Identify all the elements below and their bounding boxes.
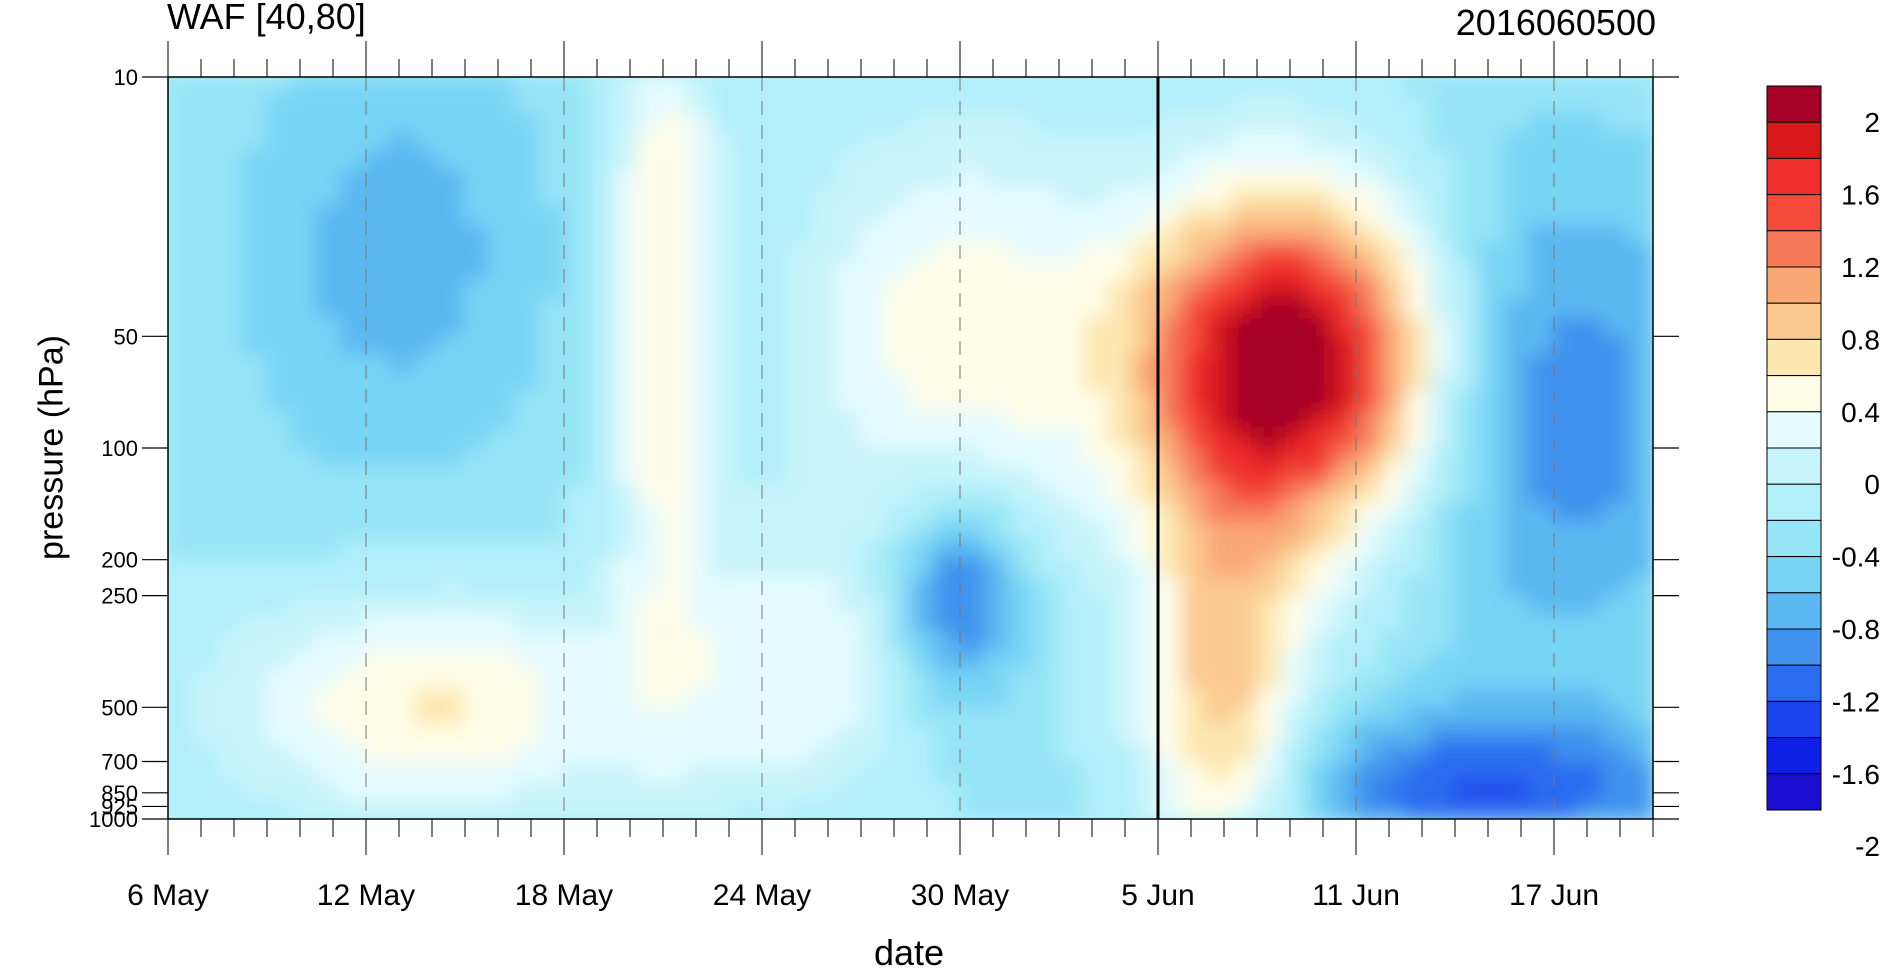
colorbar-swatch	[1766, 85, 1822, 123]
x-tick-label: 24 May	[713, 879, 811, 912]
colorbar-swatch	[1766, 411, 1822, 449]
colorbar-label: -1.2	[1832, 686, 1880, 717]
colorbar-swatch	[1766, 773, 1822, 811]
colorbar-swatch	[1766, 519, 1822, 558]
colorbar-label: 1.6	[1841, 180, 1880, 211]
chart-subtitle: 2016060500	[1455, 2, 1656, 43]
y-tick-label: 925	[101, 794, 138, 819]
colorbar-label: 0.8	[1841, 324, 1880, 355]
colorbar-label: -1.6	[1832, 759, 1880, 790]
colorbar-label: 0.4	[1841, 397, 1880, 428]
colorbar-label: 2	[1864, 107, 1880, 138]
y-tick-label: 1000	[89, 807, 138, 832]
colorbar-swatch	[1766, 664, 1822, 702]
y-tick-label: 10	[114, 65, 138, 90]
y-tick-label: 850	[101, 781, 138, 806]
colorbar-swatch	[1766, 266, 1822, 304]
colorbar-swatch	[1766, 121, 1822, 159]
x-tick-label: 6 May	[127, 879, 209, 912]
y-tick-label: 200	[101, 548, 138, 573]
y-tick-label: 500	[101, 695, 138, 720]
colorbar: 2 1.6 1.2 0.8 0.4 0 -0.4 -0.8 -1.2 -1.6 -2	[1766, 85, 1880, 862]
y-tick-label: 250	[101, 584, 138, 609]
colorbar-label: 0	[1864, 469, 1880, 500]
y-tick-label: 100	[101, 436, 138, 461]
x-tick-label: 18 May	[515, 879, 613, 912]
y-tick-label: 700	[101, 750, 138, 775]
colorbar-swatch	[1766, 737, 1822, 775]
x-axis: 6 May 12 May 18 May 24 May 30 May 5 Jun 11 Jun…	[127, 41, 1654, 912]
colorbar-swatch	[1766, 700, 1822, 739]
colorbar-label: -0.4	[1832, 542, 1880, 573]
y-tick-label: 50	[114, 324, 138, 349]
colorbar-swatch	[1766, 556, 1822, 594]
colorbar-swatch	[1766, 194, 1822, 232]
colorbar-label: 1.2	[1841, 252, 1880, 283]
colorbar-swatch	[1766, 483, 1822, 521]
colorbar-label: -0.8	[1832, 614, 1880, 645]
contour-field	[168, 77, 1653, 819]
colorbar-label: -2	[1855, 831, 1880, 862]
colorbar-swatch	[1766, 592, 1822, 630]
chart-title: WAF [40,80]	[167, 0, 366, 37]
colorbar-swatch	[1766, 375, 1822, 413]
x-tick-label: 11 Jun	[1312, 879, 1400, 912]
x-tick-label: 12 May	[317, 879, 415, 912]
colorbar-swatch	[1766, 628, 1822, 666]
colorbar-swatch	[1766, 338, 1822, 377]
colorbar-swatch	[1766, 157, 1822, 196]
colorbar-swatch	[1766, 447, 1822, 485]
x-tick-label: 17 Jun	[1509, 879, 1599, 912]
x-tick-label: 5 Jun	[1121, 879, 1194, 912]
colorbar-swatch	[1766, 302, 1822, 340]
colorbar-swatch	[1766, 230, 1822, 268]
x-tick-label: 30 May	[911, 879, 1009, 912]
x-axis-label: date	[874, 932, 945, 973]
